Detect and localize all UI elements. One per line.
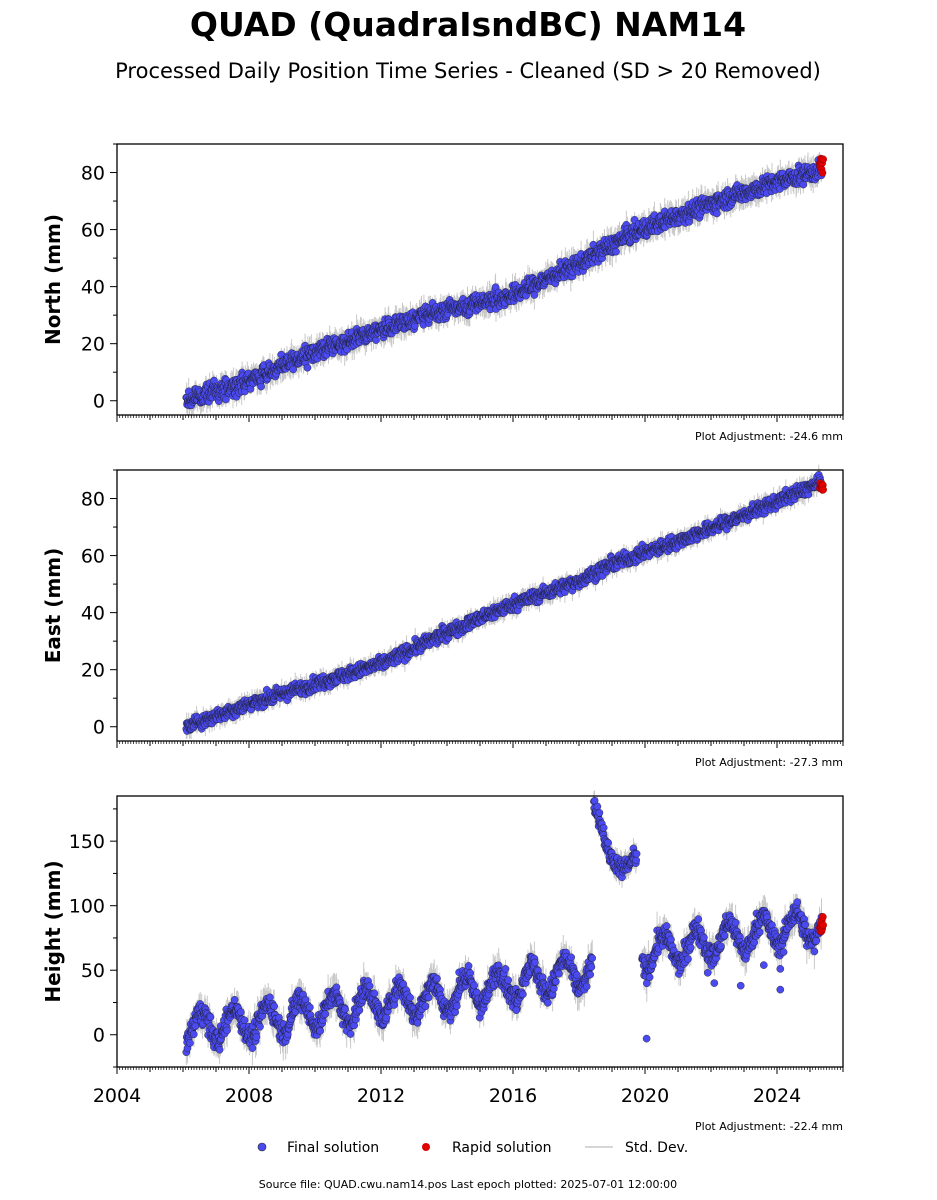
y-tick-label: 0 — [93, 391, 105, 413]
final-point — [210, 376, 218, 385]
final-point — [222, 395, 230, 404]
y-axis-label: North (mm) — [41, 214, 65, 345]
panel-1: 0 20 40 60 80 North (mm) Plot Adjustment: -24.… — [41, 143, 844, 443]
final-point — [713, 209, 721, 218]
chart-title: QUAD (QuadraIsndBC) NAM14 — [190, 5, 746, 44]
final-point — [372, 336, 380, 344]
final-point — [303, 363, 312, 372]
final-point — [612, 247, 620, 256]
y-tick-label: 20 — [81, 334, 105, 356]
final-point — [289, 365, 298, 374]
rapid-point — [818, 169, 827, 177]
y-tick-label: 80 — [81, 163, 105, 185]
chart-subtitle: Processed Daily Position Time Series - C… — [115, 59, 821, 83]
final-points — [182, 156, 826, 410]
panels: 0 20 40 60 80 North (mm) Plot Adjustment: -24.… — [41, 143, 844, 1133]
rapid-point — [819, 155, 827, 164]
final-point — [257, 382, 265, 391]
y-tick-label: 40 — [81, 277, 105, 299]
y-tick-label: 60 — [81, 220, 105, 242]
plot-adjustment: Plot Adjustment: -24.6 mm — [695, 430, 843, 443]
